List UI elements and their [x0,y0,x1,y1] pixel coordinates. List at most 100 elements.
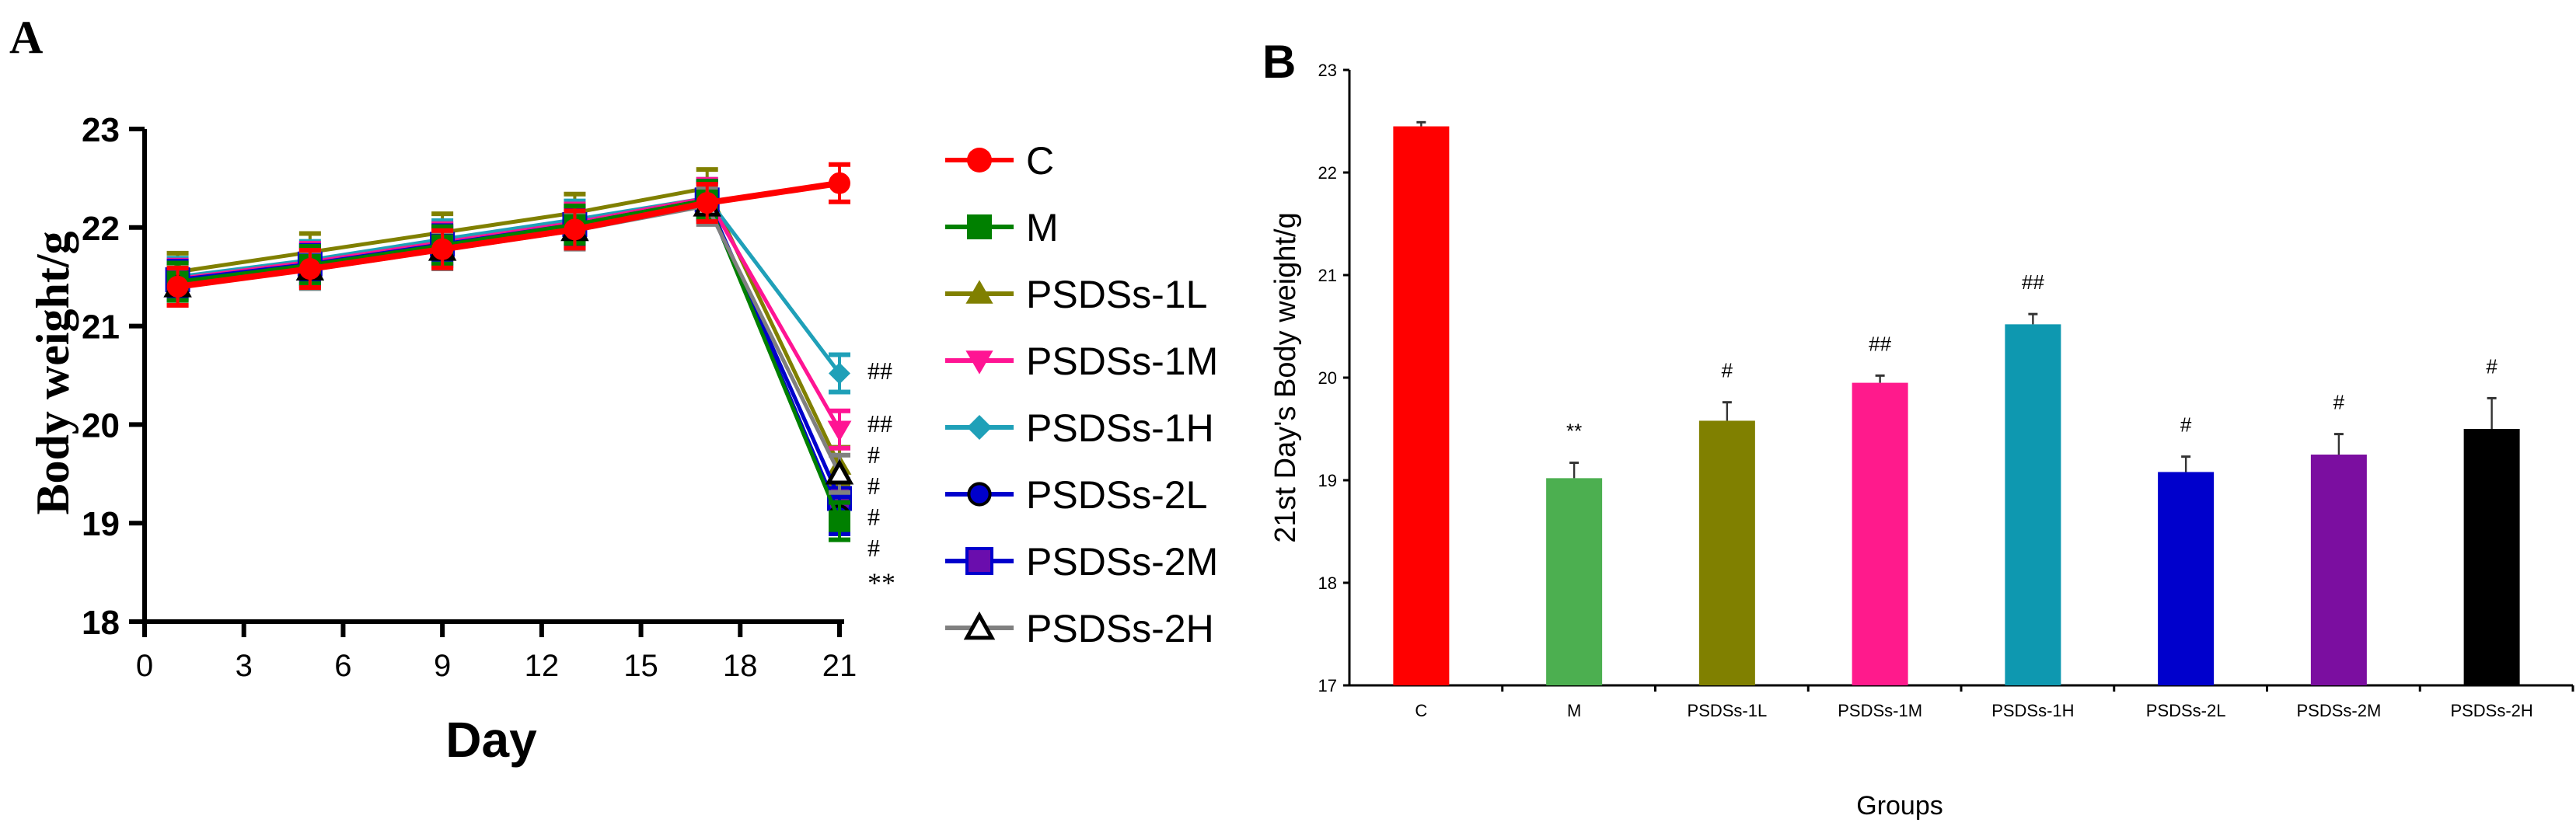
panel-a-legend: CM PSDSs-1L PSDSs-1M PSDSs-1H PSDSs-2L PSDSs-… [945,139,1218,650]
panel-a-x-axis-label: Day [445,712,537,768]
y-tick-label: 23 [82,111,120,149]
bar [1546,478,1603,685]
y-tick-label: 19 [1318,471,1337,490]
series-line [177,179,840,290]
significance-marker: ## [2022,270,2044,294]
legend-item: PSDSs-1H [945,406,1214,450]
data-point [564,218,586,241]
significance-marker: ** [1566,420,1582,443]
legend-marker [967,482,992,507]
data-point [827,420,852,442]
data-point [431,238,454,260]
legend-marker [965,280,993,304]
x-tick-label: PSDSs-2M [2296,701,2381,720]
panel-a-series: ########** [163,162,895,598]
legend-label: PSDSs-2L [1026,473,1207,517]
legend-label: PSDSs-2M [1026,540,1218,584]
y-tick-label: 20 [1318,368,1337,388]
legend-item: PSDSs-2L [945,473,1207,517]
x-tick-label: 18 [723,649,758,683]
y-tick-label: 19 [82,505,120,543]
legend-item: PSDSs-1L [945,273,1207,316]
legend-marker [965,350,993,375]
x-tick-label: PSDSs-1H [1991,701,2074,720]
bar-group-C: C [1393,120,1450,720]
panel-b-x-axis-label: Groups [1856,791,1943,821]
bar-group-PSDSs-2H: # PSDSs-2H [2450,354,2532,720]
x-tick-label: 6 [334,649,351,683]
bar [1698,420,1755,685]
series-line [177,197,842,522]
legend-label: PSDSs-1H [1026,406,1214,450]
panel-a-y-axis-label: Body weight/g [27,231,79,514]
legend-item: M [945,206,1059,249]
series-line [177,196,841,375]
series-M [166,179,850,542]
x-tick-label: PSDSs-1M [1838,701,1922,720]
legend-item: PSDSs-1M [945,340,1218,383]
legend-item: C [945,139,1054,183]
x-tick-label: 0 [136,649,153,683]
significance-marker: # [867,534,880,562]
legend-marker [963,611,996,640]
x-tick-label: PSDSs-1L [1688,701,1768,720]
bar-group-PSDSs-2M: # PSDSs-2M [2296,391,2381,720]
y-tick-label: 18 [1318,573,1337,593]
legend-label: PSDSs-1L [1026,273,1207,316]
significance-marker: ## [867,357,892,385]
series-PSDSs-1L [166,167,852,487]
legend-marker [967,148,992,173]
legend-marker [967,415,992,440]
significance-marker: ** [867,567,895,598]
bar [2310,455,2367,685]
x-tick-label: M [1567,701,1581,720]
legend-marker [965,547,993,575]
legend-label: PSDSs-2H [1026,607,1214,650]
data-point [825,458,854,485]
bar [1852,382,1908,685]
x-tick-label: 12 [525,649,560,683]
x-tick-label: 9 [434,649,451,683]
panel-b-bars: C**M#PSDSs-1L##PSDSs-1M##PSDSs-1H#PSDSs-… [1393,120,2533,720]
x-tick-label: 21 [822,649,857,683]
panel-b: B 21st Day's Body weight/g Groups 17 18 19… [1262,36,2574,821]
x-tick-label: 3 [236,649,253,683]
significance-marker: # [1722,359,1733,382]
bar-group-PSDSs-1H: ## PSDSs-1H [1991,270,2074,720]
y-tick-label: 17 [1318,676,1337,695]
significance-marker: # [867,472,880,500]
y-tick-label: 22 [1318,163,1337,183]
y-tick-label: 21 [1318,266,1337,285]
y-tick-label: 21 [82,308,120,347]
significance-marker: # [867,503,880,531]
panel-a-axes: 18 19 20 21 22 23 0 3 6 9 12 15 18 21 [82,111,857,683]
significance-marker: # [2180,413,2192,437]
y-tick-label: 22 [82,210,120,248]
legend-label: M [1026,206,1059,249]
legend-marker [967,214,992,239]
x-tick-label: 15 [623,649,658,683]
series-PSDSs-1M [166,176,852,451]
y-tick-label: 18 [82,604,120,642]
bar-group-PSDSs-2L: # PSDSs-2L [2146,413,2226,720]
data-point [829,172,850,194]
significance-marker: # [2486,354,2497,378]
legend-item: PSDSs-2H [945,607,1214,650]
data-point [829,510,850,532]
x-tick-label: C [1415,701,1427,720]
bar [2463,429,2520,685]
data-point [166,275,189,298]
series-line [177,204,842,475]
data-point [829,362,850,385]
series-line [177,198,842,517]
panel-a: A Body weight/g Day 18 19 20 21 22 23 0 3 6 9 12 15… [9,12,1218,768]
x-tick-label: PSDSs-2H [2450,701,2532,720]
bar [2005,324,2061,685]
bar-group-PSDSs-1L: # PSDSs-1L [1688,359,1768,720]
legend-label: PSDSs-1M [1026,340,1218,383]
legend-label: C [1026,139,1054,183]
bar-group-M: ** M [1546,420,1603,720]
significance-marker: # [2333,391,2345,414]
x-tick-label: PSDSs-2L [2146,701,2226,720]
